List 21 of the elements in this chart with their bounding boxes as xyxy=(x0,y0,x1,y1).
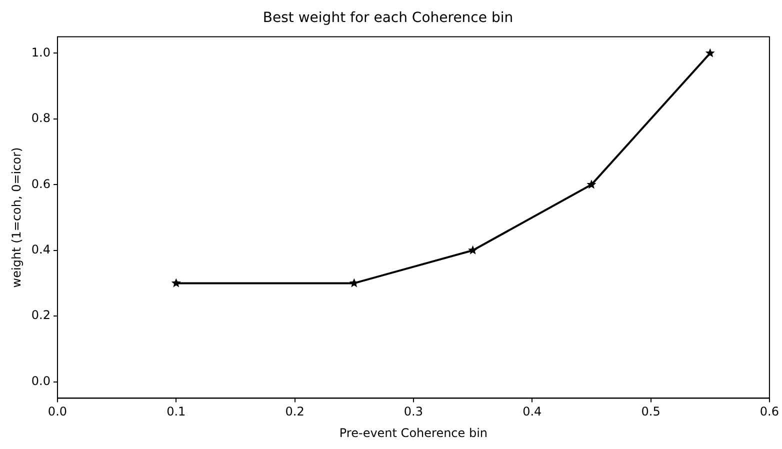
x-tick-label: 0.3 xyxy=(404,404,424,419)
x-tick-label: 0.0 xyxy=(48,404,68,419)
x-tick-label: 0.5 xyxy=(641,404,660,419)
y-axis-title: weight (1=coh, 0=icor) xyxy=(9,147,24,288)
point xyxy=(349,278,359,288)
y-tick-label: 1.0 xyxy=(31,45,50,60)
x-tick-label: 0.4 xyxy=(522,404,542,419)
y-tick-label: 0.6 xyxy=(31,176,50,191)
x-axis-title: Pre-event Coherence bin xyxy=(339,426,488,440)
y-tick-label: 0.4 xyxy=(31,242,50,256)
x-tick-label: 0.1 xyxy=(166,404,186,419)
chart-title: Best weight for each Coherence bin xyxy=(262,10,514,26)
y-tick-label: 0.2 xyxy=(31,308,50,322)
x-tick-label: 0.6 xyxy=(760,404,780,419)
point xyxy=(586,180,596,189)
y-tick-label: 0.0 xyxy=(31,374,50,388)
y-tick-label: 0.8 xyxy=(31,111,50,126)
point xyxy=(705,48,715,58)
point xyxy=(468,245,478,254)
x-tick-label: 0.2 xyxy=(285,404,304,419)
point xyxy=(171,278,181,288)
